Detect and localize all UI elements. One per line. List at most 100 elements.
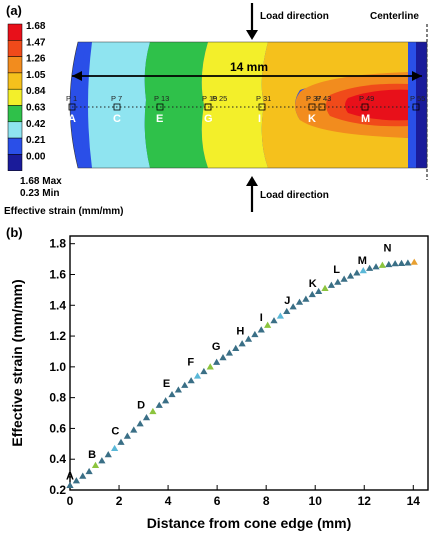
data-point: [91, 461, 100, 468]
data-point: [295, 298, 304, 305]
point-annotation: H: [236, 326, 244, 338]
point-marker: [412, 103, 420, 111]
data-point: [302, 295, 310, 302]
point-marker: [68, 103, 76, 111]
data-point: [206, 363, 214, 370]
point-label: P 7: [111, 94, 122, 103]
data-point: [238, 340, 246, 347]
colorbar-segment: [7, 121, 23, 139]
point-label: P 49: [359, 94, 374, 103]
measurement-points: P 1 A P 7 C P 13 E P 19 G P 25 P 31 I P 37 K P 43 P 49…: [66, 94, 425, 125]
data-point: [174, 386, 182, 393]
data-point: [283, 307, 291, 315]
point-annotation: N: [384, 243, 392, 255]
x-tick-label: 12: [358, 494, 372, 508]
x-tick-label: 10: [309, 494, 323, 508]
point-annotation: D: [137, 400, 145, 412]
data-point: [244, 335, 253, 342]
data-point: [353, 269, 361, 276]
point-label: P 19: [202, 94, 217, 103]
point-label: P 25: [212, 94, 227, 103]
y-tick-label: 1.0: [49, 360, 66, 374]
colorbar-tick-label: 0.63: [26, 103, 46, 114]
data-point: [232, 344, 240, 351]
panel-a-label: (a): [6, 3, 22, 18]
data-point: [385, 260, 393, 268]
y-axis-label: Effective strain (mm/mm): [9, 279, 25, 446]
data-point: [346, 272, 355, 279]
colorbar-segment: [7, 72, 23, 90]
colorbar-tick-label: 1.47: [26, 37, 46, 48]
data-point: [340, 275, 348, 282]
colorbar-max: 1.68 Max: [20, 176, 62, 187]
colorbar-min: 0.23 Min: [20, 188, 59, 199]
data-point: [391, 260, 399, 267]
data-point: [85, 467, 93, 475]
data-point: [79, 472, 87, 479]
data-point: [225, 349, 233, 356]
point-annotation: I: [260, 312, 263, 324]
dimension-label: 14 mm: [230, 60, 268, 74]
colorbar-tick-label: 0.00: [26, 151, 46, 162]
dimension-arrow: [72, 71, 422, 81]
data-point: [372, 263, 380, 270]
data-point: [213, 358, 221, 365]
data-point: [200, 367, 208, 375]
colorbar-segment: [7, 23, 23, 41]
y-tick-label: 0.6: [49, 421, 66, 435]
colorbar-tick-label: 1.68: [26, 21, 46, 32]
y-tick-label: 1.8: [49, 237, 66, 251]
x-tick-label: 2: [116, 494, 123, 508]
colorbar-segment: [7, 56, 23, 74]
centerline-label: Centerline: [370, 11, 419, 22]
data-point: [410, 258, 418, 265]
point-annotation: B: [88, 449, 96, 461]
load-direction-top-label: Load direction: [260, 11, 329, 22]
data-point: [155, 401, 163, 408]
point-annotation: L: [333, 264, 340, 276]
data-point: [257, 326, 265, 333]
point-marker: [308, 103, 316, 111]
load-direction-bottom-label: Load direction: [260, 190, 329, 201]
data-point: [397, 259, 406, 267]
data-point: [359, 267, 367, 274]
data-point: [327, 281, 335, 288]
data-point: [187, 377, 195, 384]
data-point: [193, 372, 202, 379]
data-point: [270, 317, 278, 324]
x-axis-label: Distance from cone edge (mm): [147, 515, 352, 531]
data-point: [98, 457, 106, 464]
x-tick-label: 0: [67, 494, 74, 508]
point-marker: [258, 103, 266, 111]
point-annotation: C: [111, 426, 119, 438]
point-letter: E: [156, 113, 163, 125]
data-point: [66, 481, 74, 488]
data-point: [142, 414, 151, 421]
point-label: P 31: [256, 94, 271, 103]
strain-chart: 0 2 4 6 8 10 12 14 0.2 0.4 0.6 0.8 1.0 1.2 1.4 1.6 1.8 Di…: [9, 235, 429, 531]
data-point: [264, 321, 272, 328]
y-tick-label: 0.8: [49, 391, 66, 405]
point-letter: M: [361, 113, 370, 125]
load-arrow-bottom: [246, 176, 258, 212]
data-point: [219, 354, 227, 361]
y-tick-label: 0.2: [49, 483, 66, 497]
data-point: [181, 381, 189, 388]
load-arrow-top: [246, 3, 258, 40]
panel-b-label: (b): [6, 225, 23, 240]
colorbar: 1.68 1.47 1.26 1.05 0.84 0.63 0.42 0.21 0.00: [7, 21, 46, 171]
colorbar-tick-label: 1.05: [26, 70, 46, 81]
point-annotation: J: [284, 295, 290, 307]
colorbar-tick-label: 0.21: [26, 135, 46, 146]
data-point: [334, 278, 342, 285]
data-point: [366, 264, 374, 271]
data-point: [308, 290, 316, 298]
y-tick-label: 0.4: [49, 452, 66, 466]
point-marker: [318, 103, 326, 111]
data-point: [72, 477, 80, 484]
point-label: P 55: [410, 94, 425, 103]
data-point: [315, 287, 323, 295]
x-tick-label: 14: [407, 494, 421, 508]
point-annotation: M: [358, 255, 367, 267]
